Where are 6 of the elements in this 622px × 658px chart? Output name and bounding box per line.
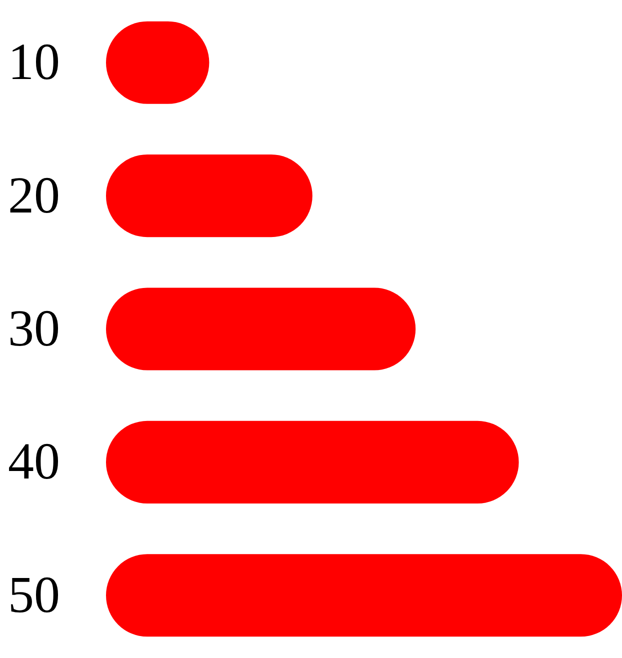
y-tick-label: 10	[8, 34, 60, 92]
y-tick-label: 40	[8, 434, 60, 491]
y-tick-label: 50	[8, 566, 60, 624]
bar	[106, 554, 622, 637]
y-tick-label: 20	[8, 167, 60, 224]
y-tick-label: 30	[8, 300, 60, 358]
